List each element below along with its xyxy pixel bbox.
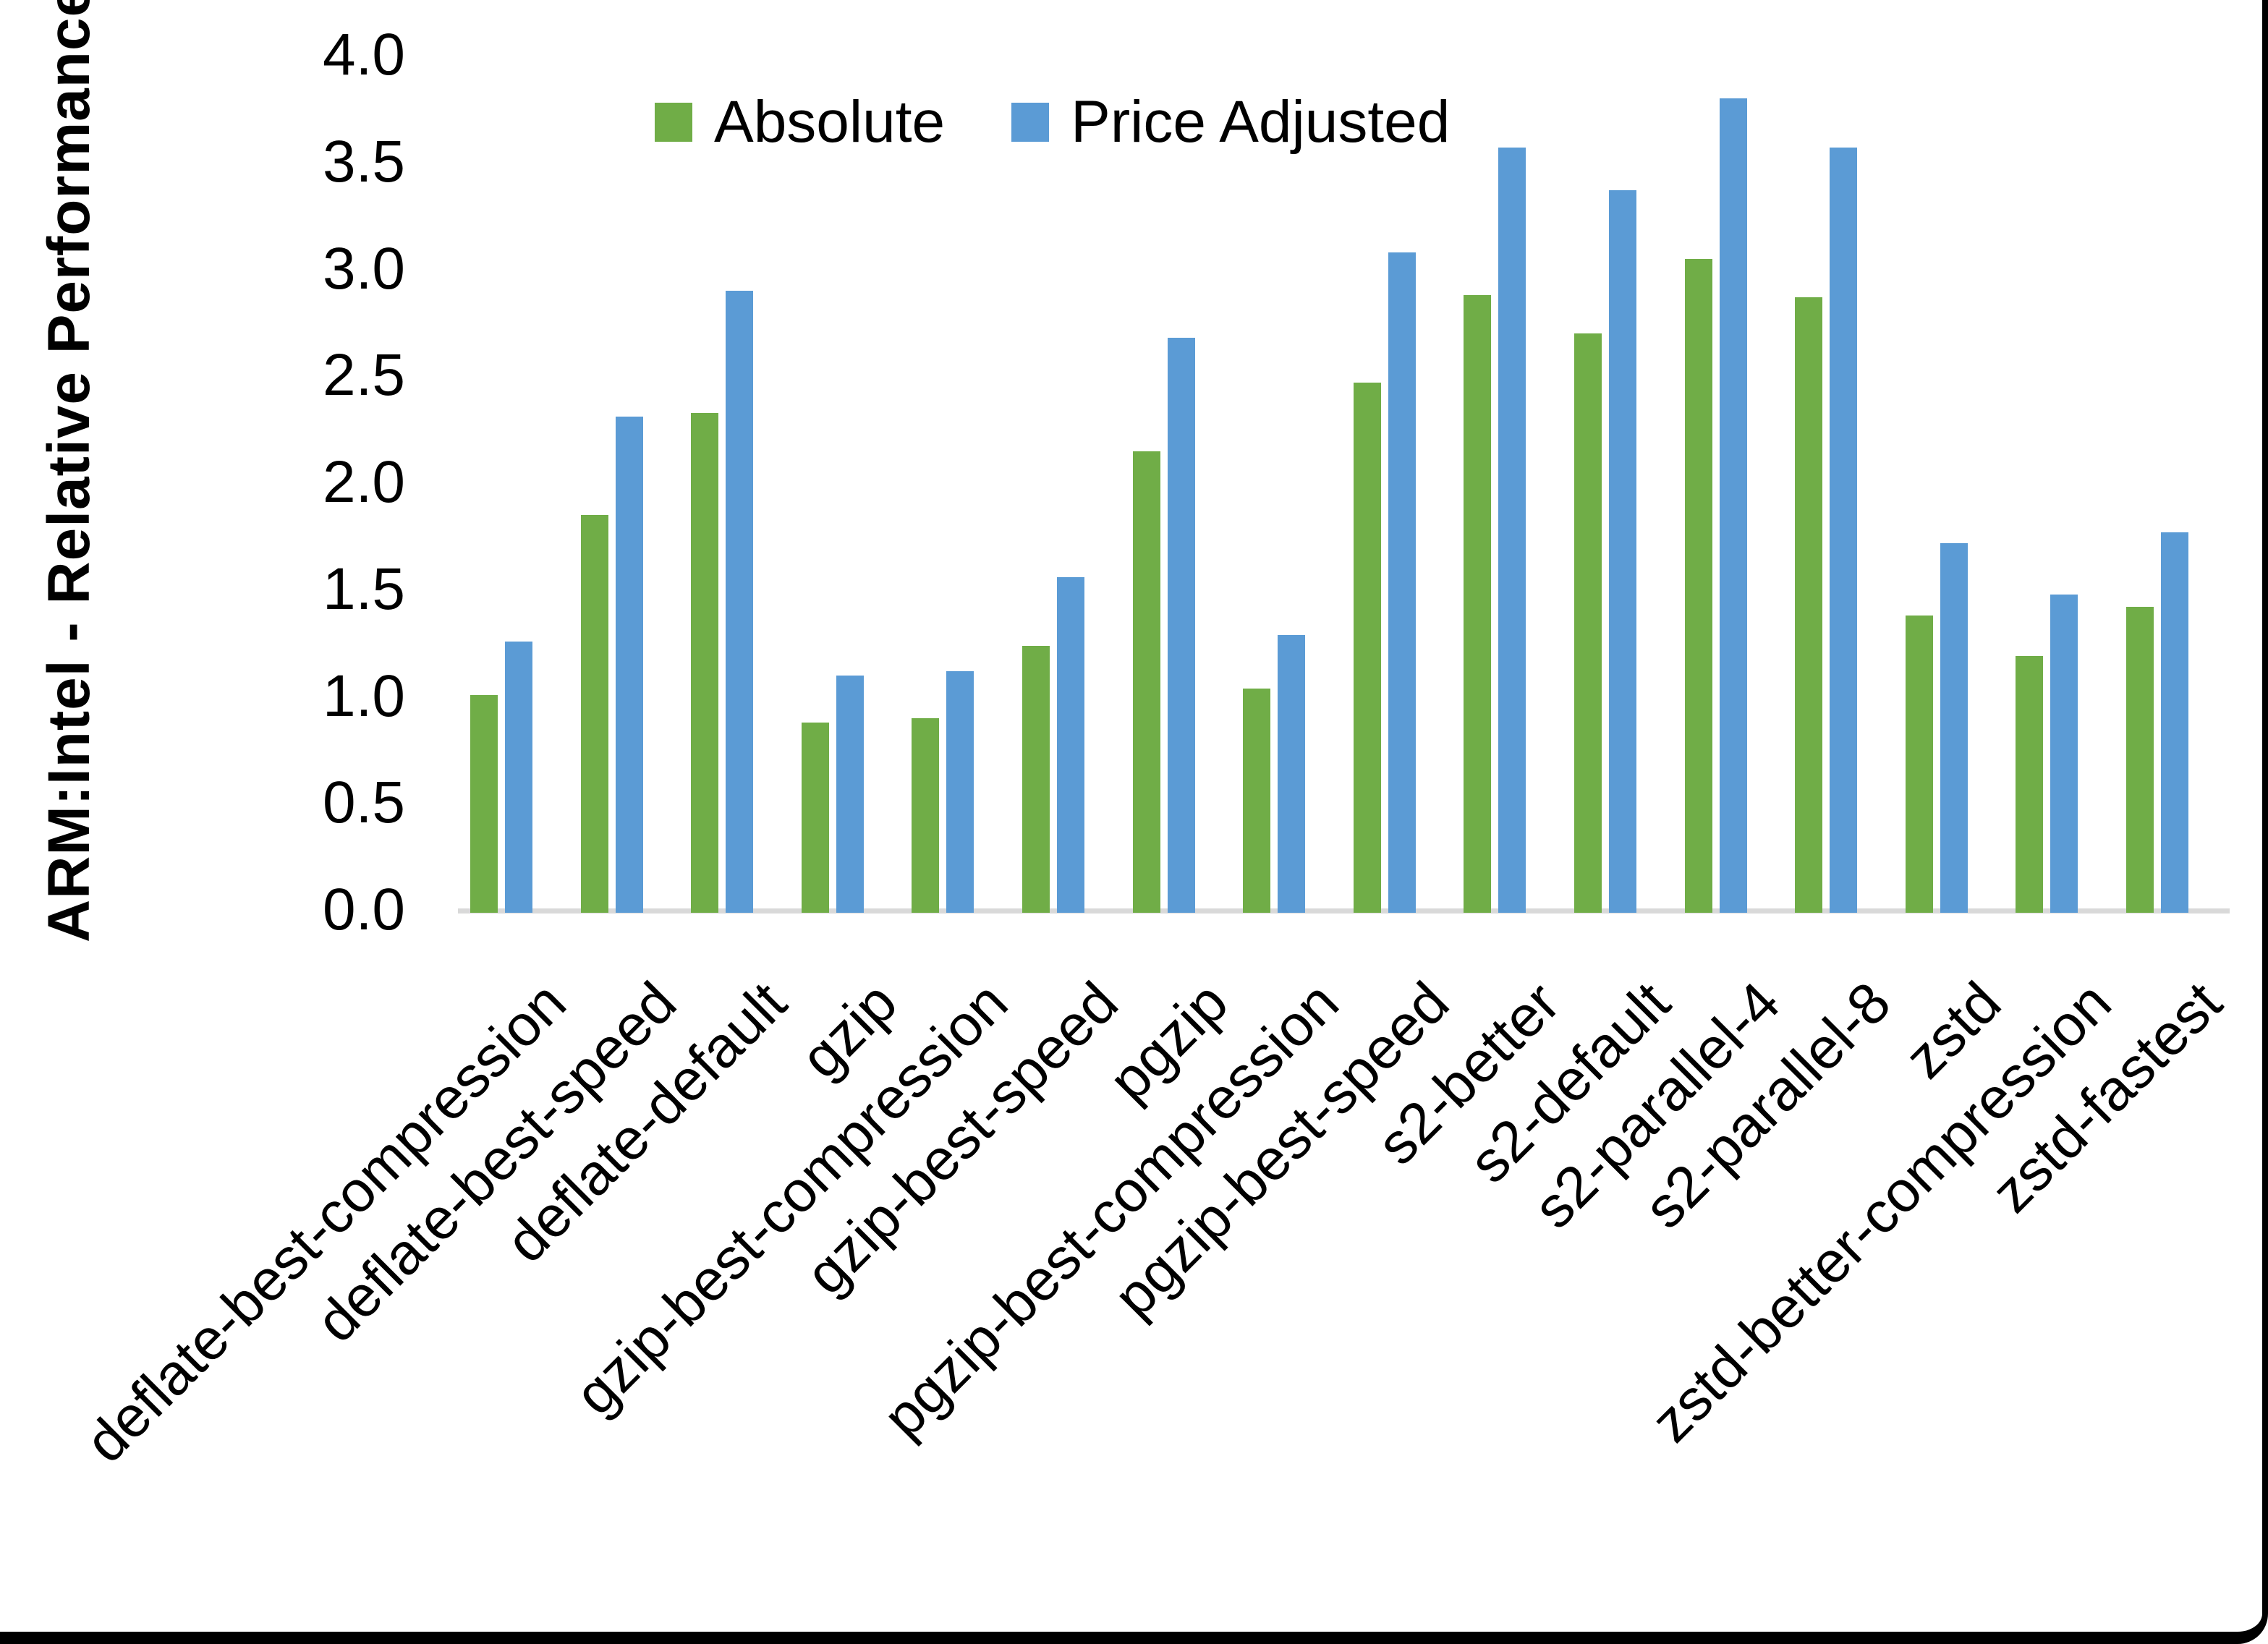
bar-absolute bbox=[912, 718, 940, 913]
y-tick-label: 2.5 bbox=[323, 342, 405, 409]
bar-absolute bbox=[2016, 656, 2044, 913]
bar-absolute bbox=[2126, 607, 2154, 913]
bar-absolute bbox=[470, 694, 498, 913]
bar-price-adjusted bbox=[1167, 338, 1195, 913]
y-tick-label: 4.0 bbox=[323, 22, 405, 88]
bar-absolute bbox=[1905, 616, 1933, 913]
legend-item-price-adjusted: Price Adjusted bbox=[1011, 88, 1450, 156]
bar-price-adjusted bbox=[836, 675, 864, 913]
bar-price-adjusted bbox=[2161, 532, 2188, 913]
y-tick-label: 1.5 bbox=[323, 555, 405, 622]
legend-label-absolute: Absolute bbox=[714, 89, 946, 155]
bar-price-adjusted bbox=[946, 671, 974, 913]
y-tick-label: 0.0 bbox=[323, 877, 405, 943]
bar-absolute bbox=[1574, 333, 1602, 913]
bar-price-adjusted bbox=[2050, 594, 2078, 913]
bar-price-adjusted bbox=[1498, 148, 1526, 913]
bar-absolute bbox=[1022, 645, 1050, 913]
bar-absolute bbox=[1243, 688, 1271, 913]
legend-swatch-price-adjusted bbox=[1011, 103, 1050, 142]
x-axis-line bbox=[458, 908, 2230, 913]
bar-price-adjusted bbox=[1719, 98, 1747, 913]
bar-absolute bbox=[1132, 451, 1160, 913]
bar-price-adjusted bbox=[1830, 148, 1858, 913]
bar-absolute bbox=[801, 723, 829, 913]
bar-price-adjusted bbox=[1609, 190, 1636, 913]
y-axis-title: ARM:Intel - Relative Performance bbox=[36, 0, 102, 943]
bar-absolute bbox=[1795, 297, 1823, 913]
bar-absolute bbox=[1464, 295, 1492, 913]
bar-absolute bbox=[1353, 383, 1381, 913]
bar-price-adjusted bbox=[615, 417, 643, 913]
y-tick-label: 0.5 bbox=[323, 770, 405, 836]
bar-price-adjusted bbox=[1057, 577, 1084, 913]
legend-label-price-adjusted: Price Adjusted bbox=[1071, 89, 1451, 155]
y-tick-label: 3.5 bbox=[323, 128, 405, 195]
legend-item-absolute: Absolute bbox=[655, 88, 945, 156]
legend-swatch-absolute bbox=[655, 103, 692, 142]
bar-absolute bbox=[1684, 258, 1712, 913]
y-tick-label: 1.0 bbox=[323, 663, 405, 729]
bar-price-adjusted bbox=[1940, 542, 1968, 913]
bar-price-adjusted bbox=[1278, 634, 1306, 913]
bar-price-adjusted bbox=[1388, 252, 1416, 913]
bar-absolute bbox=[691, 412, 719, 913]
bar-price-adjusted bbox=[726, 291, 754, 913]
y-tick-label: 2.0 bbox=[323, 449, 405, 516]
legend: Absolute Price Adjusted bbox=[655, 88, 1450, 156]
bar-price-adjusted bbox=[505, 641, 532, 913]
y-tick-label: 3.0 bbox=[323, 235, 405, 302]
bar-absolute bbox=[580, 515, 608, 913]
